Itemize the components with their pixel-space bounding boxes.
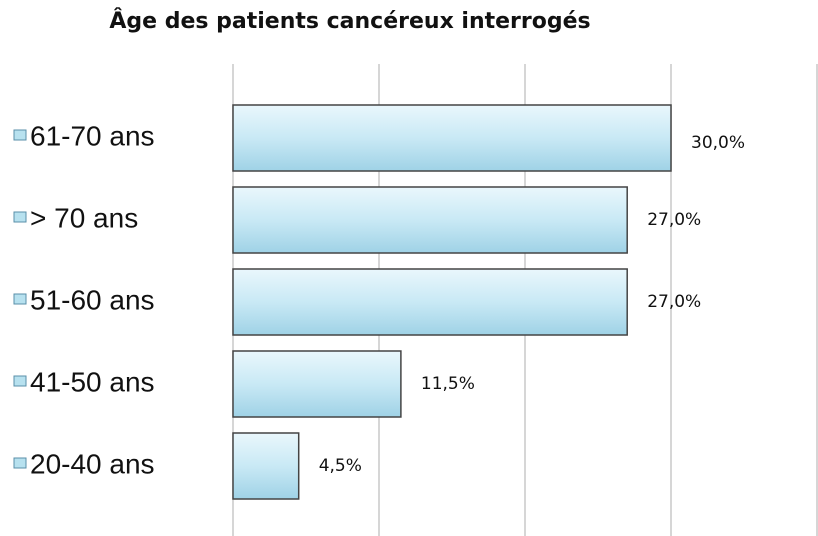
value-label: 27,0% xyxy=(647,210,701,230)
value-label: 11,5% xyxy=(421,374,475,394)
bar xyxy=(232,186,628,254)
bar xyxy=(232,268,628,336)
bar xyxy=(232,432,300,500)
category-label: 61-70 ans xyxy=(30,120,155,151)
chart-title: Âge des patients cancéreux interrogés xyxy=(109,8,590,34)
legend-icon xyxy=(13,211,27,223)
legend-icon xyxy=(13,129,27,141)
value-label: 4,5% xyxy=(319,456,362,476)
legend-icon xyxy=(13,293,27,305)
legend-icon xyxy=(13,457,27,469)
bar xyxy=(232,104,672,172)
category-label: 41-50 ans xyxy=(30,366,155,397)
bar xyxy=(232,350,402,418)
category-label: 20-40 ans xyxy=(30,448,155,479)
legend-icon xyxy=(13,375,27,387)
category-label: 51-60 ans xyxy=(30,284,155,315)
category-label: > 70 ans xyxy=(30,202,138,233)
value-label: 27,0% xyxy=(647,292,701,312)
value-label: 30,0% xyxy=(691,133,745,153)
